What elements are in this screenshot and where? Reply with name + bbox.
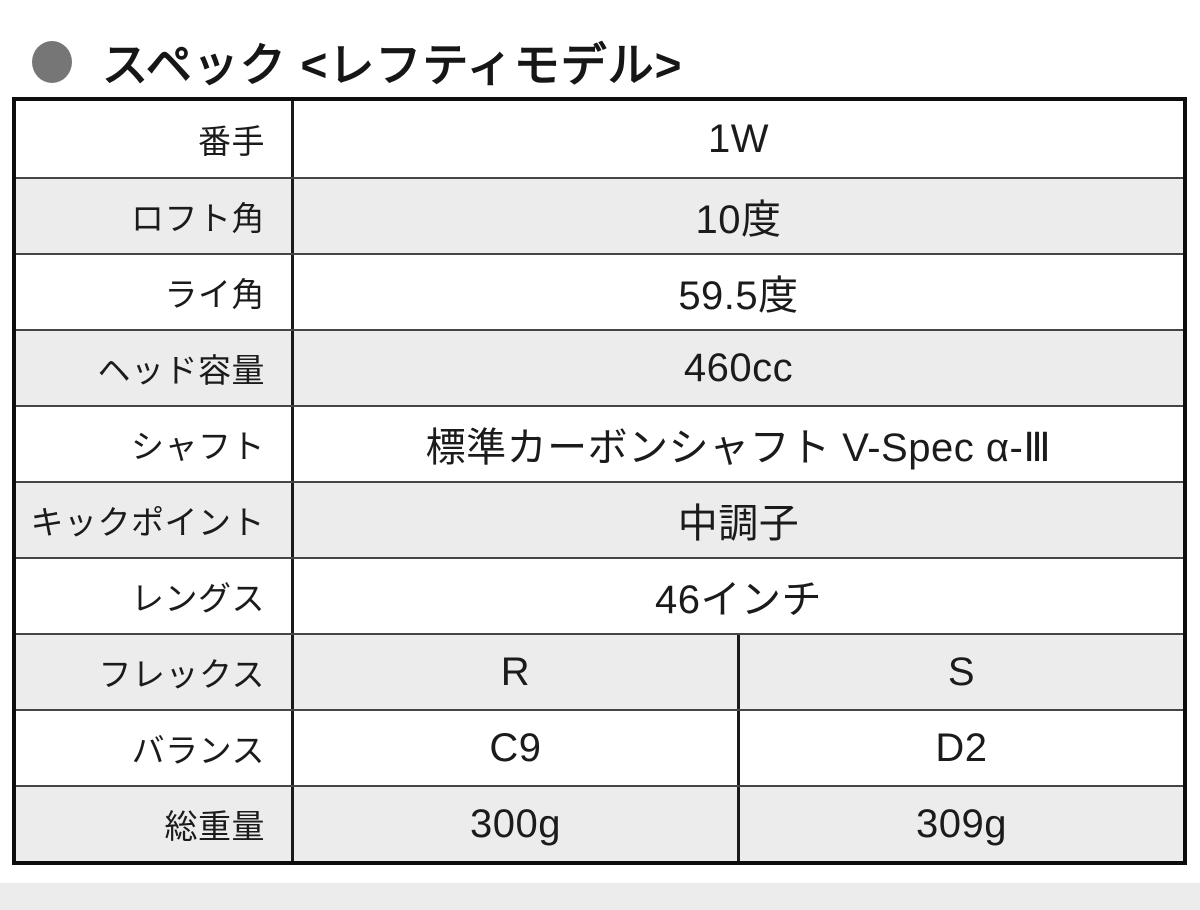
table-row-length: レングス 46インチ [16,557,1183,633]
table-row-flex: フレックス R S [16,633,1183,709]
row-label: レングス [16,559,294,633]
table-row-head-volume: ヘッド容量 460cc [16,329,1183,405]
row-value-r: C9 [489,725,542,770]
row-label: シャフト [16,407,294,481]
row-value: 中調子 [677,502,800,546]
table-row-kick-point: キックポイント 中調子 [16,481,1183,557]
row-label: 総重量 [16,787,294,861]
row-value-s: S [737,635,1183,709]
table-row-balance: バランス C9 D2 [16,709,1183,785]
bottom-strip [0,883,1200,910]
row-value-r: 300g [470,801,561,846]
row-label: フレックス [16,635,294,709]
row-value-s: 309g [737,787,1183,861]
table-row-total-weight: 総重量 300g 309g [16,785,1183,861]
row-value: 59.5度 [678,274,799,318]
table-row-lie-angle: ライ角 59.5度 [16,253,1183,329]
row-value: 標準カーボンシャフト V-Spec α-Ⅲ [425,426,1052,470]
section-header: スペック <レフティモデル> [0,0,1200,92]
row-label: バランス [16,711,294,785]
table-row-club-number: 番手 1W [16,101,1183,177]
table-row-loft-angle: ロフト角 10度 [16,177,1183,253]
row-label: ライ角 [16,255,294,329]
row-value-s: D2 [737,711,1183,785]
row-label: キックポイント [16,483,294,557]
row-label: 番手 [16,101,294,177]
row-label: ロフト角 [16,179,294,253]
page-title: スペック <レフティモデル> [102,39,683,91]
table-row-shaft: シャフト 標準カーボンシャフト V-Spec α-Ⅲ [16,405,1183,481]
row-value: 10度 [695,198,782,242]
row-value: 1W [708,116,769,161]
row-value-r: R [500,649,531,694]
row-value: 46インチ [655,578,822,622]
spec-table: 番手 1W ロフト角 10度 ライ角 59.5度 ヘッド容量 460cc シャフ… [12,97,1187,865]
bullet-icon [32,41,72,83]
row-label: ヘッド容量 [16,331,294,405]
row-value: 460cc [683,345,794,390]
